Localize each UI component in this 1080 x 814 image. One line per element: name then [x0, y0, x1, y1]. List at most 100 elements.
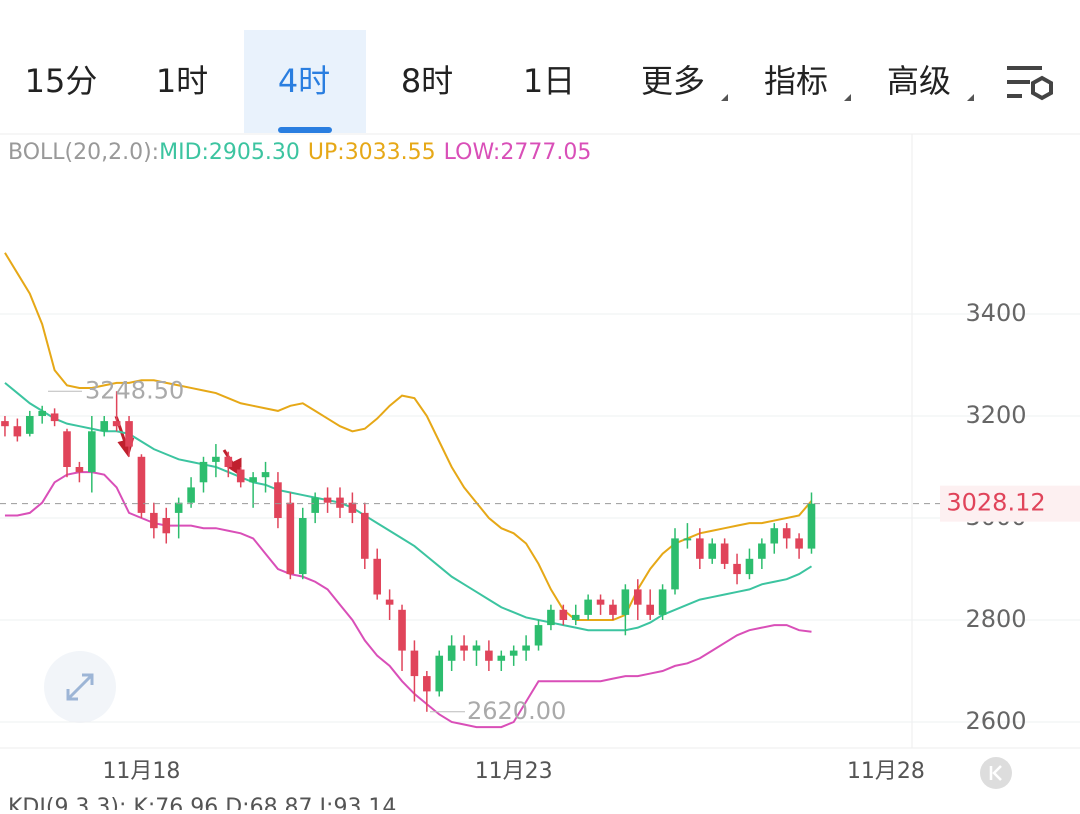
candle-body [249, 477, 257, 483]
candle-body [199, 461, 208, 483]
candle-body [720, 543, 729, 564]
back-button[interactable] [980, 757, 1012, 789]
candle-body [274, 482, 282, 518]
candle-body [696, 538, 704, 559]
x-tick-label: 11月23 [475, 759, 553, 784]
tab-underline [278, 127, 332, 133]
y-tick-label: 3400 [965, 299, 1026, 327]
candle-body [708, 543, 717, 559]
settings-icon[interactable] [1007, 66, 1053, 101]
expand-button[interactable] [44, 651, 116, 723]
candle-body [100, 421, 109, 432]
indicator-value: LOW:2777.05 [444, 140, 592, 165]
sub-indicator: KDJ(9,3,3): K:76.96 D:68.87 J:93.14 [8, 795, 396, 810]
candle-body [584, 599, 592, 615]
candle-body [174, 502, 183, 513]
candle-body [571, 614, 580, 620]
dropdown-caret [721, 94, 728, 101]
x-tick-label: 11月28 [847, 759, 925, 784]
candle-body [410, 650, 419, 677]
candle-body [361, 512, 369, 559]
tab[interactable]: 高级 [887, 62, 951, 100]
last-price-label: 3028.12 [946, 489, 1045, 517]
candle-body [236, 469, 245, 483]
candle-body [323, 497, 332, 503]
candle-body [112, 421, 121, 427]
candle-body [38, 410, 46, 417]
candle-body [596, 599, 605, 605]
candle-body [373, 558, 382, 595]
candle-body [485, 650, 493, 661]
boll-line [4, 382, 813, 632]
dropdown-caret [967, 94, 974, 101]
indicator-header: BOLL(20,2.0):MID:2905.30 UP:3033.55 LOW:27… [8, 140, 591, 165]
candle-body [50, 413, 59, 422]
candle-body [286, 502, 295, 575]
indicator-value: MID:2905.30 [159, 140, 300, 165]
candle-body [311, 497, 319, 513]
candle-body [758, 543, 766, 559]
candle-body [25, 416, 34, 434]
candle-body [683, 538, 692, 541]
candle-body [646, 604, 654, 615]
candle-body [150, 512, 158, 529]
candle-body [336, 497, 344, 508]
candle-body [298, 517, 307, 575]
candle-body [447, 645, 456, 661]
candle-body [733, 563, 741, 575]
y-tick-label: 2600 [965, 707, 1026, 735]
candle-body [472, 645, 481, 651]
candle-body [658, 589, 667, 615]
candle-body [13, 426, 22, 437]
candle-body [460, 645, 468, 651]
candle-body [547, 609, 555, 626]
candle-body [212, 456, 220, 462]
candle-body [224, 456, 233, 467]
candle-body [534, 625, 543, 646]
low-label: 2620.00 [467, 697, 566, 725]
high-label: 3248.50 [85, 376, 184, 404]
tab[interactable]: 4时 [278, 62, 330, 100]
tab-highlight [244, 30, 366, 133]
tab[interactable]: 1日 [523, 62, 575, 100]
tab[interactable]: 更多 [641, 62, 705, 100]
last-price-box [940, 485, 1080, 522]
y-tick-label: 3200 [965, 401, 1026, 429]
candle-body [63, 431, 71, 467]
candle-body [609, 604, 617, 615]
y-tick-label: 2800 [965, 605, 1026, 633]
candle-body [770, 528, 779, 544]
candle-body [398, 609, 406, 651]
candle-body [633, 589, 642, 605]
tab[interactable]: 1时 [156, 62, 208, 100]
candle-body [559, 609, 568, 620]
candle-body [497, 655, 506, 661]
candle-body [795, 538, 803, 549]
tab[interactable]: 15分 [25, 62, 98, 100]
candle-body [385, 599, 394, 605]
tab[interactable]: 指标 [764, 62, 828, 100]
arrow-marker [114, 415, 242, 477]
candle-body [423, 676, 431, 692]
candle-body [137, 456, 146, 513]
candle-body [671, 538, 679, 590]
tab[interactable]: 8时 [401, 62, 453, 100]
candle-body [522, 645, 530, 651]
candle-body [621, 589, 630, 615]
candle-body [88, 431, 96, 473]
candle-body [1, 421, 9, 427]
candle-body [125, 421, 133, 447]
indicator-value: UP:3033.55 [308, 140, 436, 165]
candle-body [348, 502, 357, 513]
candle-body [509, 650, 518, 656]
candle-body [745, 558, 754, 575]
candle-body [162, 517, 171, 534]
candle-body [75, 466, 84, 473]
boll-line [4, 471, 812, 729]
candle-body [435, 655, 444, 692]
x-tick-label: 11月18 [102, 759, 180, 784]
indicator-label: BOLL(20,2.0): [8, 140, 159, 165]
dropdown-caret [844, 94, 851, 101]
